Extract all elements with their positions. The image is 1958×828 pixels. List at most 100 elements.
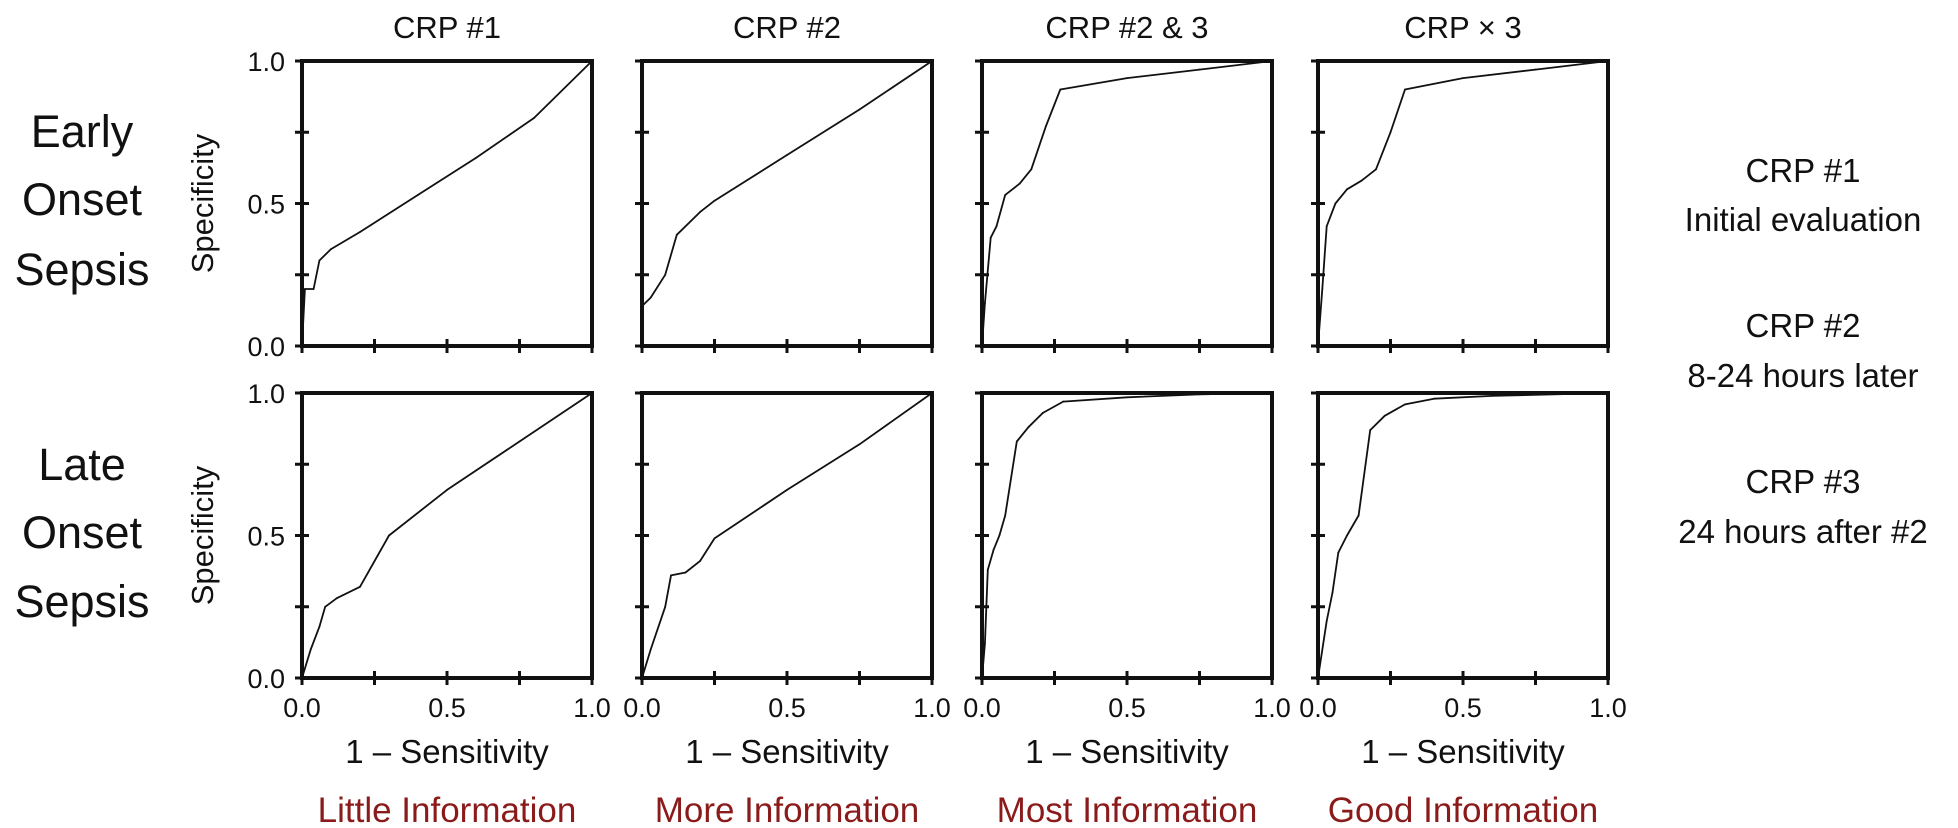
panel-title: CRP #2 & 3 bbox=[1045, 10, 1208, 45]
roc-point bbox=[1325, 620, 1328, 622]
roc-point bbox=[475, 157, 477, 159]
roc-point bbox=[301, 345, 303, 347]
roc-point bbox=[1346, 188, 1348, 191]
roc-point bbox=[713, 537, 716, 540]
roc-point bbox=[664, 273, 667, 276]
roc-point bbox=[1462, 77, 1464, 79]
roc-point bbox=[1062, 400, 1065, 403]
roc-point bbox=[318, 259, 321, 262]
roc-point bbox=[699, 560, 701, 563]
y-tick-label: 0.0 bbox=[247, 664, 285, 694]
legend-description: 24 hours after #2 bbox=[1678, 513, 1928, 550]
plot-frame bbox=[1316, 391, 1610, 680]
roc-point bbox=[1607, 392, 1609, 394]
roc-point bbox=[1360, 179, 1363, 182]
roc-point bbox=[858, 443, 861, 446]
roc-point bbox=[699, 211, 701, 213]
roc-curve-line bbox=[1317, 60, 1609, 347]
roc-point bbox=[388, 534, 390, 537]
roc-point bbox=[446, 489, 448, 491]
row-labels: Early Onset Sepsis Late Onset Sepsis bbox=[14, 106, 149, 627]
roc-panel-r1-c1: CRP #1 Specificity 0.0 0.5 1.0 bbox=[185, 10, 594, 362]
x-tick-label: 1.0 bbox=[1589, 693, 1627, 723]
roc-point bbox=[1383, 414, 1386, 417]
x-tick-label: 1.0 bbox=[1253, 693, 1291, 723]
roc-point bbox=[1004, 514, 1007, 517]
roc-point bbox=[641, 677, 643, 679]
x-axis-label: 1 – Sensitivity bbox=[685, 733, 889, 770]
row-label-line: Onset bbox=[22, 174, 143, 225]
plot-frame bbox=[640, 59, 934, 348]
legend-description: Initial evaluation bbox=[1685, 201, 1922, 238]
x-tick-label: 1.0 bbox=[913, 693, 951, 723]
x-tick-label: 1.0 bbox=[573, 693, 611, 723]
roc-panel-r1-c3: CRP #2 & 3 bbox=[975, 10, 1274, 353]
roc-point bbox=[309, 648, 312, 651]
x-axis-label: 1 – Sensitivity bbox=[1025, 733, 1229, 770]
x-axis-label: 1 – Sensitivity bbox=[1361, 733, 1565, 770]
panel-title: CRP × 3 bbox=[1404, 10, 1521, 45]
information-label: Little Information bbox=[318, 791, 577, 828]
roc-point bbox=[649, 648, 652, 651]
roc-point bbox=[986, 568, 989, 571]
roc-curve-line bbox=[301, 392, 593, 679]
x-tick-label: 0.5 bbox=[428, 693, 466, 723]
roc-point bbox=[1607, 60, 1609, 62]
roc-point bbox=[301, 677, 303, 679]
y-tick-label: 0.5 bbox=[247, 522, 285, 552]
roc-point bbox=[1331, 591, 1334, 594]
x-axis-label: 1 – Sensitivity bbox=[345, 733, 549, 770]
roc-curve-line bbox=[1317, 392, 1609, 679]
roc-panel-r2-c4: 0.0 0.5 1.0 1 – Sensitivity bbox=[1299, 391, 1627, 770]
roc-point bbox=[684, 571, 687, 574]
roc-panel-r1-c2: CRP #2 bbox=[635, 10, 934, 353]
legend-title: CRP #3 bbox=[1746, 463, 1861, 500]
roc-point bbox=[1337, 551, 1340, 554]
roc-point bbox=[359, 231, 361, 233]
row-label-line: Onset bbox=[22, 507, 143, 558]
roc-point bbox=[1375, 168, 1377, 171]
roc-point bbox=[992, 548, 995, 551]
plot-frame bbox=[640, 391, 934, 680]
roc-point bbox=[359, 585, 361, 588]
roc-point bbox=[1126, 396, 1128, 399]
roc-point bbox=[1059, 88, 1062, 91]
row-label-line: Sepsis bbox=[14, 576, 149, 627]
roc-point bbox=[1346, 534, 1348, 537]
roc-point bbox=[786, 154, 788, 156]
roc-point bbox=[1357, 514, 1360, 517]
roc-point bbox=[981, 677, 983, 679]
plot-frame bbox=[980, 391, 1274, 680]
plot-frame bbox=[300, 59, 594, 348]
roc-panel-r2-c2: 0.0 0.5 1.0 1 – Sensitivity bbox=[623, 391, 951, 770]
roc-curve-line bbox=[641, 392, 933, 679]
roc-point bbox=[786, 489, 788, 491]
roc-point bbox=[591, 392, 593, 394]
roc-point bbox=[998, 534, 1001, 537]
legend-title: CRP #2 bbox=[1746, 307, 1861, 344]
roc-point bbox=[1321, 288, 1324, 290]
roc-point bbox=[1015, 440, 1018, 443]
roc-point bbox=[1491, 394, 1493, 397]
roc-curve-line bbox=[981, 392, 1273, 679]
information-label: Most Information bbox=[997, 791, 1258, 828]
row-label-line: Sepsis bbox=[14, 244, 149, 295]
roc-point bbox=[1126, 77, 1128, 79]
roc-point bbox=[318, 625, 321, 628]
roc-point bbox=[858, 108, 861, 111]
roc-point bbox=[1369, 429, 1372, 431]
roc-point bbox=[995, 225, 998, 228]
y-axis-label: Specificity bbox=[185, 133, 220, 273]
roc-point bbox=[1317, 345, 1319, 347]
roc-point bbox=[1198, 68, 1201, 71]
roc-point bbox=[984, 302, 986, 305]
row-label-line: Late bbox=[38, 439, 126, 490]
roc-point bbox=[670, 574, 672, 577]
row-label-line: Early bbox=[31, 106, 134, 157]
roc-point bbox=[649, 296, 652, 299]
x-tick-label: 0.5 bbox=[1444, 693, 1482, 723]
x-tick-label: 0.5 bbox=[768, 693, 806, 723]
roc-point bbox=[591, 60, 593, 62]
roc-point bbox=[324, 605, 327, 608]
